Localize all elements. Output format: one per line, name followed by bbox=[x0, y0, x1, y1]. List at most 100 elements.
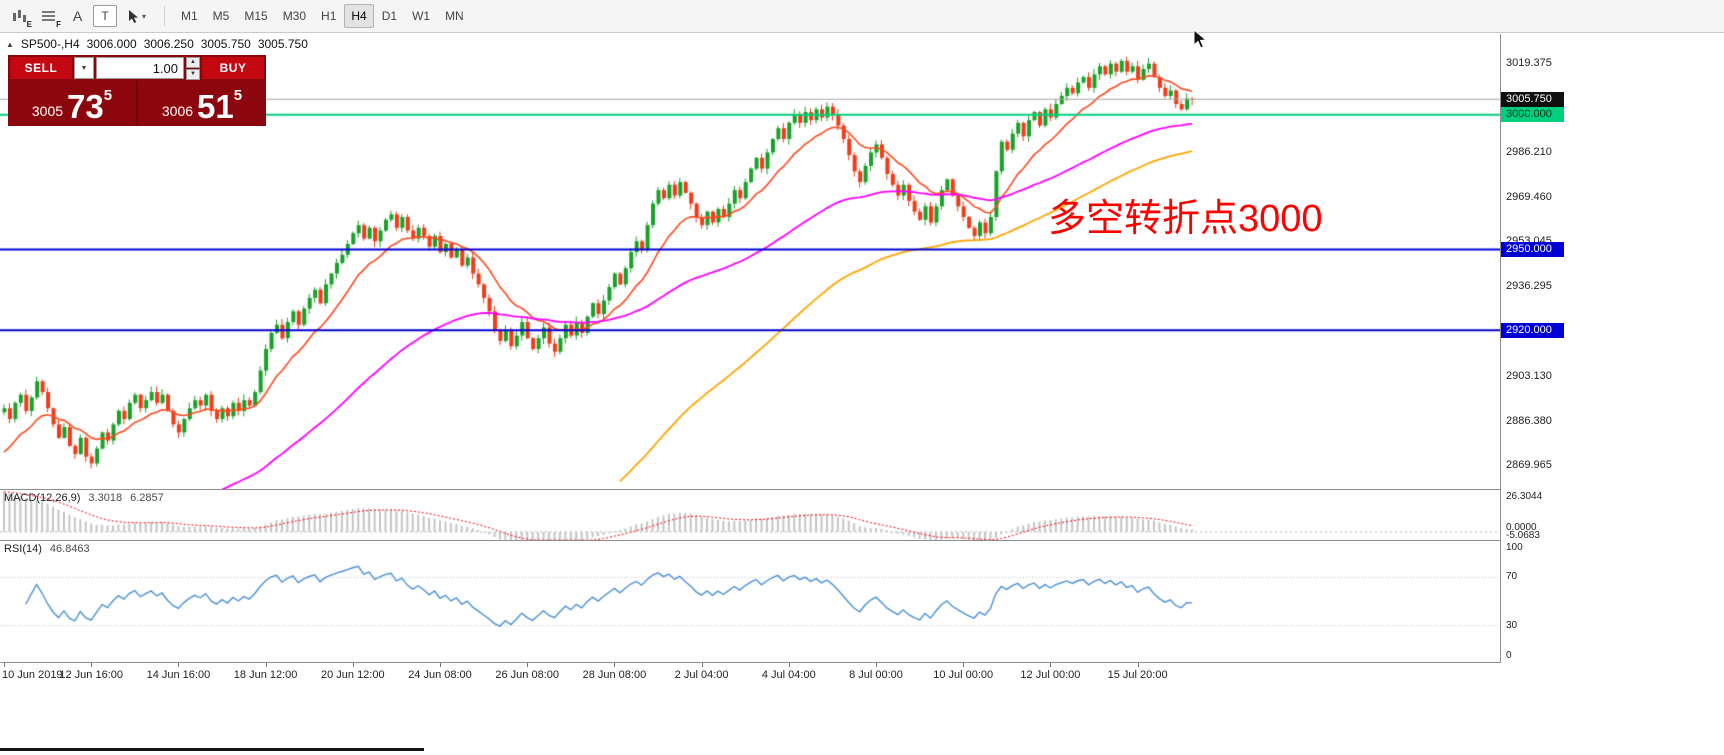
macd-value-signal: 6.2857 bbox=[130, 492, 164, 504]
time-axis-label: 20 Jun 12:00 bbox=[320, 669, 385, 681]
time-tick bbox=[527, 663, 529, 667]
sell-price[interactable]: 3005 73 5 bbox=[8, 81, 136, 126]
rsi-axis-label: 0 bbox=[1506, 650, 1512, 661]
rsi-axis-label: 70 bbox=[1506, 571, 1518, 583]
time-axis-label: 26 Jun 08:00 bbox=[495, 669, 559, 681]
time-tick bbox=[265, 663, 267, 667]
macd-label: MACD(12,26,9) bbox=[4, 492, 81, 504]
timeframe-w1[interactable]: W1 bbox=[412, 9, 431, 23]
tool-sub-label: E bbox=[26, 19, 32, 29]
time-axis-label: 14 Jun 16:00 bbox=[146, 669, 211, 681]
price-tick-label: 3019.375 bbox=[1506, 56, 1552, 69]
price-divider bbox=[136, 81, 138, 126]
ohlc-close: 3005.750 bbox=[257, 37, 308, 51]
current-price-badge: 3005.750 bbox=[1501, 91, 1564, 107]
letter-t-icon: T bbox=[101, 9, 109, 23]
letter-a-icon: A bbox=[72, 8, 83, 24]
time-axis-label: 10 Jul 00:00 bbox=[933, 669, 994, 681]
mini-candles-icon bbox=[12, 10, 26, 22]
timeframe-m1[interactable]: M1 bbox=[181, 9, 198, 23]
price-tick-label: 2986.210 bbox=[1506, 145, 1552, 158]
timeframe-h1[interactable]: H1 bbox=[321, 9, 337, 23]
symbol-label: SP500-,H4 bbox=[20, 37, 80, 51]
bottom-window-edge bbox=[0, 748, 424, 751]
tool-sub-label: F bbox=[56, 19, 61, 29]
volume-combo[interactable]: ▼ bbox=[74, 57, 94, 79]
time-tick bbox=[440, 663, 441, 667]
textbox-tool-icon[interactable]: T bbox=[93, 5, 117, 27]
pane-separator-rsi-time[interactable] bbox=[0, 662, 1567, 663]
sell-price-main: 3005 bbox=[31, 103, 64, 119]
volume-input[interactable] bbox=[96, 57, 184, 79]
label-tool-icon[interactable]: A bbox=[64, 4, 91, 29]
rsi-axis-label: 30 bbox=[1506, 619, 1518, 631]
timeframe-d1[interactable]: D1 bbox=[381, 9, 398, 23]
time-tick bbox=[788, 663, 790, 667]
price-tick-label: 2886.380 bbox=[1506, 414, 1552, 427]
rsi-title: RSI(14) 46.8463 bbox=[4, 543, 90, 555]
collapse-subwindow-icon[interactable]: ▲ bbox=[6, 39, 14, 49]
chart-expert-icon[interactable]: E bbox=[6, 4, 33, 29]
spin-down-button[interactable]: ▼ bbox=[186, 69, 200, 80]
price-axis[interactable]: 3019.3752986.2102969.4602953.0452936.295… bbox=[1500, 34, 1567, 663]
price-tick-label: 2869.965 bbox=[1506, 458, 1552, 471]
time-axis-label: 2 Jul 04:00 bbox=[674, 669, 729, 681]
chart-title: ▲ SP500-,H4 3006.000 3006.250 3005.750 3… bbox=[6, 37, 308, 51]
timeframe-group: M1 M5 M15 M30 H1 H4 D1 W1 MN bbox=[174, 4, 471, 28]
pane-separator-main-macd[interactable] bbox=[0, 489, 1567, 490]
time-axis-label: 18 Jun 12:00 bbox=[233, 669, 298, 681]
toolbar: E F A T ▾ M1 M5 M15 M30 H1 H4 D1 W1 MN bbox=[0, 0, 1724, 33]
timeframe-m30[interactable]: M30 bbox=[282, 9, 307, 23]
chevron-down-icon: ▼ bbox=[80, 64, 88, 72]
sell-price-sup: 5 bbox=[103, 87, 113, 104]
chevron-down-icon: ▾ bbox=[141, 11, 146, 21]
time-axis-label: 12 Jun 16:00 bbox=[59, 669, 123, 681]
time-tick bbox=[876, 663, 877, 667]
macd-axis-label: 0.0000 bbox=[1506, 521, 1537, 533]
time-tick bbox=[4, 663, 5, 667]
time-tick bbox=[701, 663, 703, 667]
time-tick bbox=[614, 663, 616, 667]
time-axis[interactable]: 10 Jun 2019 12 Jun 16:00 14 Jun 16:00 18 Ju… bbox=[0, 663, 1567, 690]
sell-price-pips: 73 bbox=[67, 88, 104, 125]
toolbar-separator bbox=[164, 6, 165, 26]
chart-annotation-text: 多空转折点3000 bbox=[1048, 198, 1323, 240]
pane-separator-macd-rsi[interactable] bbox=[0, 540, 1567, 541]
price-tick-label: 2903.130 bbox=[1506, 369, 1552, 382]
price-tick-label: 2969.460 bbox=[1506, 190, 1552, 203]
mini-grid-icon bbox=[42, 10, 55, 21]
buy-price-sup: 5 bbox=[233, 87, 243, 104]
buy-button[interactable]: BUY bbox=[202, 57, 264, 79]
timeframe-h4[interactable]: H4 bbox=[344, 4, 374, 28]
time-axis-label: 10 Jun 2019 bbox=[2, 669, 63, 681]
time-axis-label: 4 Jul 04:00 bbox=[761, 669, 816, 681]
timeframe-m15[interactable]: M15 bbox=[244, 9, 268, 23]
rsi-canvas[interactable] bbox=[0, 541, 1500, 662]
buy-price-pips: 51 bbox=[197, 88, 234, 125]
timeframe-m5[interactable]: M5 bbox=[212, 9, 230, 23]
ohlc-open: 3006.000 bbox=[86, 37, 137, 51]
cursor-tool-icon[interactable]: ▾ bbox=[119, 4, 155, 29]
spin-up-button[interactable]: ▲ bbox=[186, 57, 200, 68]
mouse-cursor-icon bbox=[1193, 29, 1207, 49]
pointer-icon bbox=[128, 9, 138, 23]
level-3000-badge: 3000.000 bbox=[1501, 107, 1564, 123]
level-2920-badge: 2920.000 bbox=[1501, 322, 1564, 338]
rsi-label: RSI(14) bbox=[4, 543, 42, 555]
buy-price[interactable]: 3006 51 5 bbox=[138, 81, 266, 126]
time-tick bbox=[91, 663, 93, 667]
time-tick bbox=[1050, 663, 1052, 667]
chart-grid-icon[interactable]: F bbox=[35, 4, 62, 29]
macd-canvas[interactable] bbox=[0, 490, 1500, 540]
timeframe-mn[interactable]: MN bbox=[445, 9, 464, 23]
one-click-trading-panel: SELL ▼ ▲ ▼ BUY 3005 73 5 30 bbox=[8, 55, 266, 126]
buy-price-main: 3006 bbox=[161, 103, 194, 119]
trade-prices-row: 3005 73 5 3006 51 5 bbox=[8, 81, 266, 126]
macd-title: MACD(12,26,9) 3.3018 6.2857 bbox=[4, 492, 164, 504]
volume-spinner: ▲ ▼ bbox=[186, 57, 200, 80]
time-axis-label: 24 Jun 08:00 bbox=[408, 669, 472, 681]
time-axis-label: 15 Jul 20:00 bbox=[1107, 669, 1168, 681]
chart-window: ▲ SP500-,H4 3006.000 3006.250 3005.750 3… bbox=[0, 34, 1567, 690]
sell-button[interactable]: SELL bbox=[10, 57, 72, 79]
